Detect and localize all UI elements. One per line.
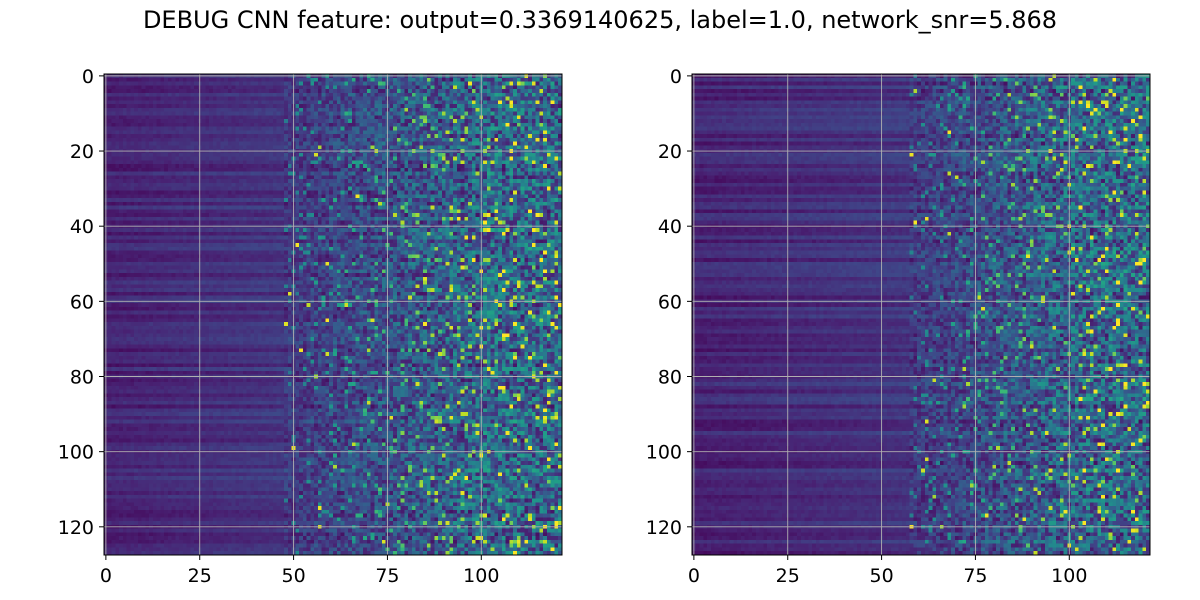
x-tick-label: 25	[188, 565, 212, 587]
x-tick-label: 75	[963, 565, 987, 587]
y-tick-label: 20	[70, 141, 94, 163]
y-tick-label: 120	[646, 517, 682, 539]
axes-frame	[103, 73, 563, 556]
y-tick-label: 120	[58, 517, 94, 539]
heatmap-panel-left: 0 25 50 75 100 0 20 40 60 80 100 120	[58, 66, 563, 587]
x-tick-label: 25	[776, 565, 800, 587]
x-tick-label: 100	[1051, 565, 1087, 587]
y-tick-label: 100	[646, 442, 682, 464]
y-tick-label: 100	[58, 442, 94, 464]
x-tick-label: 75	[375, 565, 399, 587]
y-tick-label: 40	[658, 216, 682, 238]
y-tick-label: 40	[70, 216, 94, 238]
x-tick-label: 0	[688, 565, 700, 587]
x-tick-label: 50	[281, 565, 305, 587]
axes-frame	[691, 73, 1151, 556]
heatmap-image	[104, 74, 562, 555]
y-tick-label: 20	[658, 141, 682, 163]
y-tick-label: 0	[670, 66, 682, 88]
x-tick-label: 0	[100, 565, 112, 587]
y-tick-label: 60	[658, 291, 682, 313]
y-tick-label: 80	[658, 367, 682, 389]
figure-title: DEBUG CNN feature: output=0.3369140625, …	[142, 6, 1058, 34]
y-tick-label: 60	[70, 291, 94, 313]
x-tick-label: 100	[463, 565, 499, 587]
y-tick-label: 80	[70, 367, 94, 389]
y-tick-label: 0	[82, 66, 94, 88]
x-tick-label: 50	[869, 565, 893, 587]
heatmap-panel-right: 0 25 50 75 100 0 20 40 60 80 100 120	[646, 66, 1151, 587]
heatmap-image	[692, 74, 1150, 555]
